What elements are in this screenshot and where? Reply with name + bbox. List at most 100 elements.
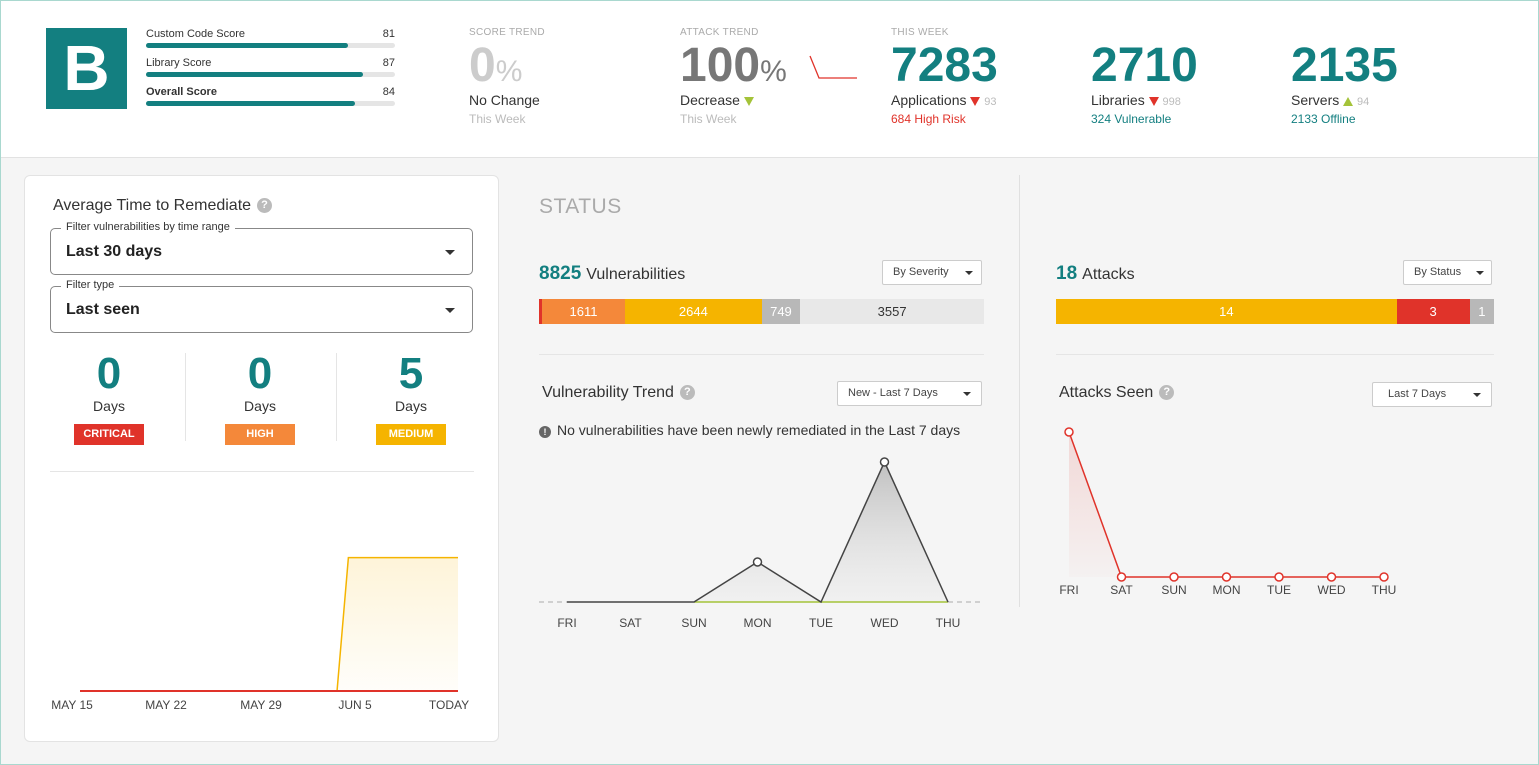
by-status-select[interactable]: By Status (1403, 260, 1492, 285)
vulnerability-segment[interactable]: 3557 (800, 299, 984, 324)
vulnerabilities-number: 8825 (539, 263, 582, 284)
attacks-seen-range-label: Last 7 Days (1388, 388, 1447, 400)
by-status-label: By Status (1414, 266, 1462, 278)
score-trend-period: This Week (469, 112, 526, 126)
servers-stat: 2135 Servers 94 2133 Offline (1291, 27, 1398, 127)
data-point (1169, 572, 1179, 582)
applications-stat: THIS WEEK 7283 Applications 93 684 High … (891, 27, 998, 126)
days-unit: Days (244, 398, 276, 414)
down-arrow-icon (970, 96, 981, 106)
time-range-select[interactable]: Filter vulnerabilities by time range Las… (50, 221, 473, 275)
data-point (1274, 572, 1284, 582)
medium-days: 5 Days MEDIUM (361, 352, 461, 445)
score-label: Overall Score (146, 86, 217, 98)
section-divider (1019, 175, 1020, 607)
score-fill (146, 43, 348, 48)
vulnerabilities-count: 8825 Vulnerabilities (539, 263, 685, 285)
vulnerability-segment[interactable]: 2644 (625, 299, 762, 324)
days-unit: Days (395, 398, 427, 414)
score-trend: SCORE TREND 0% No Change This Week (469, 27, 545, 126)
data-point (1221, 572, 1232, 582)
time-range-legend: Filter vulnerabilities by time range (61, 221, 235, 233)
score-label: Custom Code Score (146, 28, 246, 40)
attack-segment[interactable]: 1 (1469, 299, 1494, 324)
score-track (146, 72, 395, 77)
new-area (567, 462, 948, 602)
library-score: Library Score 87 (146, 57, 395, 79)
vulnerability-segment[interactable]: 1611 (541, 299, 626, 324)
by-severity-select[interactable]: By Severity (882, 260, 982, 285)
medium-area (80, 557, 458, 691)
help-icon[interactable]: ? (257, 198, 273, 214)
vuln-trend-range-select[interactable]: New - Last 7 Days (837, 381, 982, 406)
attack-status-bar[interactable]: 14 3 1 (1056, 299, 1494, 324)
vulnerability-segment[interactable] (539, 299, 542, 324)
vuln-trend-x-tick: WED (870, 616, 899, 630)
caret-down-icon (1476, 271, 1484, 275)
filter-type-select[interactable]: Filter type Last seen (50, 279, 473, 333)
libraries-label: Libraries (1091, 92, 1145, 108)
attack-trend-unit: % (760, 55, 787, 88)
attack-trend-label-wrap: Decrease (680, 92, 787, 110)
score-label: Library Score (146, 57, 212, 69)
vuln-trend-notice-text: No vulnerabilities have been newly remed… (557, 422, 961, 438)
remediate-chart (80, 556, 458, 692)
attacks-series-line (1068, 431, 1384, 578)
attacks-seen-x-tick: WED (1317, 583, 1346, 597)
attacks-area (1069, 432, 1384, 577)
remediate-x-tick: JUN 5 (338, 698, 372, 712)
attacks-label: Attacks (1082, 266, 1135, 283)
attacks-seen-x-tick: MON (1212, 583, 1241, 597)
custom-code-score: Custom Code Score 81 (146, 28, 395, 50)
grade-badge: B (46, 28, 127, 109)
high-badge: HIGH (225, 424, 295, 445)
info-icon: ! (539, 426, 551, 438)
score-trend-value-wrap: 0% (469, 41, 545, 91)
caret-down-icon (445, 250, 455, 255)
vulnerabilities-label: Vulnerabilities (586, 266, 686, 283)
applications-high-risk[interactable]: 684 High Risk (891, 112, 966, 126)
vuln-trend-x-tick: SUN (681, 616, 707, 630)
score-trend-caption: SCORE TREND (469, 27, 545, 38)
score-value: 87 (382, 57, 395, 69)
attack-trend-sparkline (809, 55, 857, 79)
score-fill (146, 72, 363, 77)
critical-days: 0 Days CRITICAL (59, 352, 159, 445)
vulnerability-segment[interactable]: 749 (761, 299, 801, 324)
help-icon[interactable]: ? (1159, 385, 1175, 401)
summary-header: B Custom Code Score 81 Library Score 87 … (1, 1, 1538, 158)
help-icon[interactable]: ? (679, 385, 695, 401)
attack-segment[interactable]: 3 (1396, 299, 1470, 324)
critical-badge: CRITICAL (74, 424, 144, 445)
days-unit: Days (93, 398, 125, 414)
vuln-trend-range-label: New - Last 7 Days (848, 387, 938, 399)
applications-delta: 93 (984, 96, 997, 108)
data-point (752, 557, 763, 567)
attack-trend-period: This Week (680, 112, 737, 126)
vuln-trend-chart (539, 457, 984, 604)
vulnerability-severity-bar[interactable]: 1611 2644 749 3557 (539, 299, 984, 324)
data-point (879, 457, 890, 467)
divider (336, 353, 337, 441)
data-point (1379, 572, 1389, 582)
status-title: STATUS (539, 195, 622, 218)
by-severity-label: By Severity (893, 266, 949, 278)
libraries-stat: 2710 Libraries 998 324 Vulnerable (1091, 27, 1198, 127)
attacks-number: 18 (1056, 263, 1078, 284)
score-trend-unit: % (495, 55, 523, 88)
vuln-trend-x-tick: THU (935, 616, 961, 630)
this-week-caption: THIS WEEK (891, 27, 949, 38)
attacks-seen-title: Attacks Seen (1059, 384, 1154, 401)
score-value: 84 (382, 86, 395, 98)
attacks-seen-x-tick: FRI (1059, 583, 1079, 597)
data-point (1064, 427, 1074, 437)
attack-segment[interactable]: 14 (1056, 299, 1397, 324)
caret-down-icon (1473, 393, 1481, 397)
applications-label-wrap: Applications 93 (891, 92, 998, 110)
score-fill (146, 101, 356, 106)
data-point (1326, 572, 1337, 582)
remediate-x-tick: MAY 15 (51, 698, 93, 712)
libraries-vulnerable[interactable]: 324 Vulnerable (1091, 112, 1172, 126)
attacks-seen-range-select[interactable]: Last 7 Days (1372, 382, 1492, 407)
servers-offline[interactable]: 2133 Offline (1291, 112, 1356, 126)
